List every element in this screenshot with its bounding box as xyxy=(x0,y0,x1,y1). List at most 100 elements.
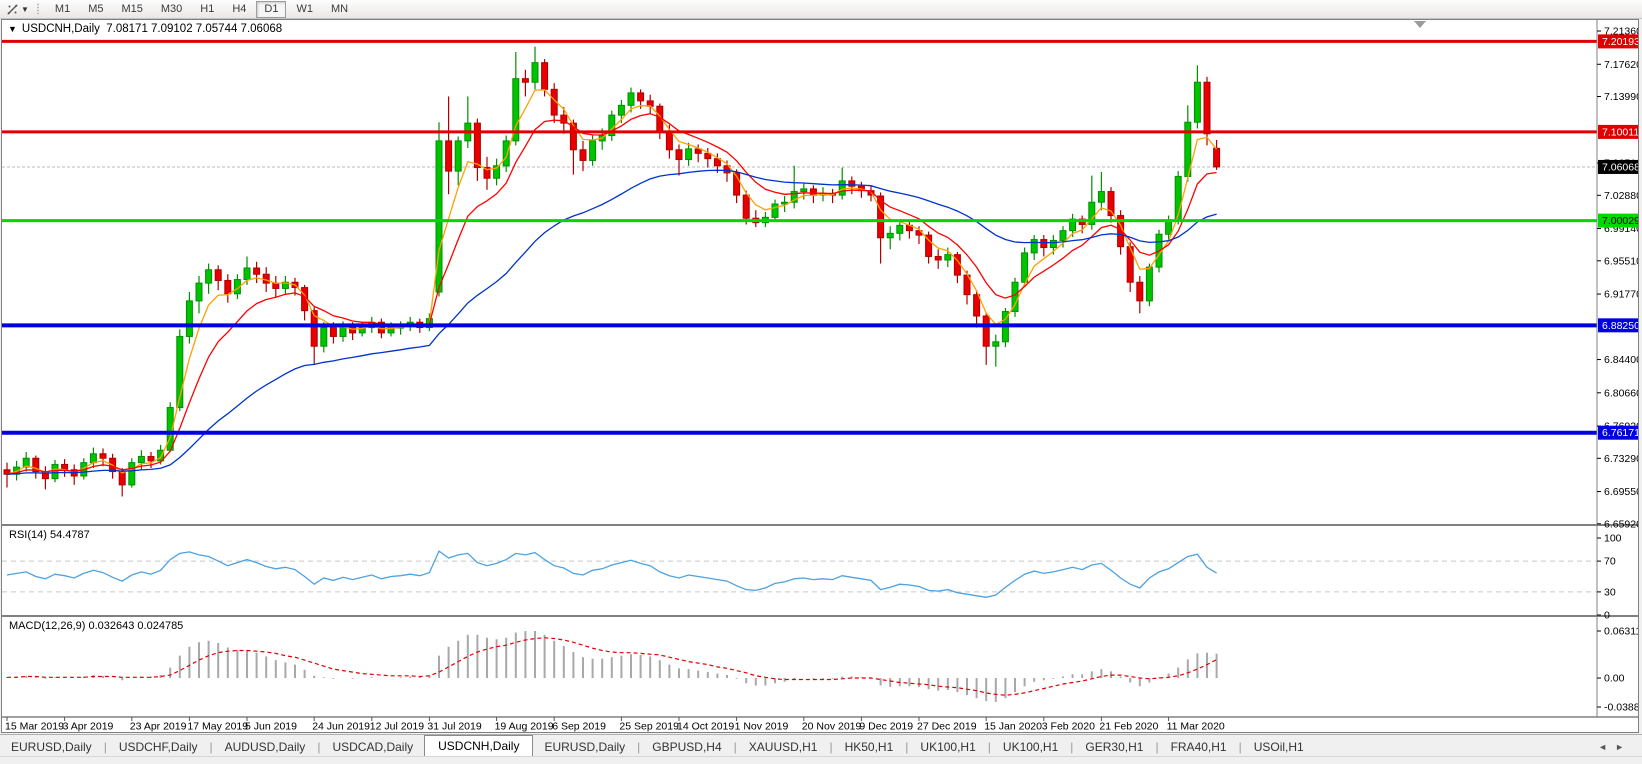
svg-text:6.91770: 6.91770 xyxy=(1604,289,1638,301)
svg-text:0: 0 xyxy=(1604,610,1610,622)
chart-tab-fra40-h1[interactable]: FRA40,H1 xyxy=(1170,739,1227,754)
chart-tab-ger30-h1[interactable]: GER30,H1 xyxy=(1085,739,1144,754)
tab-scroll-right-icon[interactable]: ► xyxy=(1615,741,1632,752)
svg-text:11 Mar 2020: 11 Mar 2020 xyxy=(1167,721,1225,733)
timeframe-button-h1[interactable]: H1 xyxy=(200,2,215,15)
timeframe-toolbar: ▼ M1 M5 M15 M30 H1 H4 D1 W1 MN xyxy=(0,0,1642,19)
chart-tab-usoil-h1[interactable]: USOil,H1 xyxy=(1253,739,1304,754)
tab-separator: | xyxy=(1070,739,1074,754)
svg-text:31 Jul 2019: 31 Jul 2019 xyxy=(427,721,481,733)
svg-text:21 Feb 2020: 21 Feb 2020 xyxy=(1099,721,1158,733)
chart-svg: 7.213607.176207.139907.065107.028806.991… xyxy=(2,20,1638,732)
svg-text:7.10011: 7.10011 xyxy=(1602,126,1638,138)
svg-text:5 Jun 2019: 5 Jun 2019 xyxy=(245,721,297,733)
chart-tabbar: EURUSD,Daily | USDCHF,Daily | AUDUSD,Daily | U… xyxy=(0,734,1642,758)
macd-indicator-label: MACD(12,26,9) 0.032643 0.024785 xyxy=(9,620,183,632)
svg-text:-0.038872: -0.038872 xyxy=(1604,702,1638,714)
price-axis-ticks: 7.213607.176207.139907.065107.028806.991… xyxy=(1597,26,1638,530)
price-tag-6.88250: 6.88250 xyxy=(1598,318,1638,333)
tab-separator: | xyxy=(317,739,321,754)
tab-separator: | xyxy=(209,739,213,754)
current-price-tag: 7.06068 xyxy=(1598,159,1638,174)
crosshair-tool-icon xyxy=(7,4,18,14)
crosshair-tool-button[interactable]: ▼ xyxy=(3,1,32,17)
chart-title: ▼ USDCNH,Daily 7.08171 7.09102 7.05744 7.… xyxy=(8,23,282,35)
macd-panel: 0.063113 0.00 -0.038872 xyxy=(6,626,1638,714)
svg-text:6.88250: 6.88250 xyxy=(1602,320,1638,332)
svg-text:25 Sep 2019: 25 Sep 2019 xyxy=(619,721,679,733)
price-tag-7.10011: 7.10011 xyxy=(1598,124,1638,139)
svg-text:15 Jan 2020: 15 Jan 2020 xyxy=(984,721,1042,733)
chart-tab-uk100-h1[interactable]: UK100,H1 xyxy=(1002,739,1059,754)
svg-text:15 Mar 2019: 15 Mar 2019 xyxy=(5,721,64,733)
svg-text:27 Dec 2019: 27 Dec 2019 xyxy=(917,721,977,733)
date-axis[interactable]: 15 Mar 20193 Apr 2019 23 Apr 2019 17 May 2… xyxy=(5,717,1225,732)
rsi-line xyxy=(6,550,1217,598)
chart-tab-eurusd-daily[interactable]: EURUSD,Daily xyxy=(11,739,92,754)
chart-tab-hk50-h1[interactable]: HK50,H1 xyxy=(844,739,894,754)
svg-text:6.80660: 6.80660 xyxy=(1604,387,1638,399)
symbol-dropdown-icon[interactable]: ▼ xyxy=(8,24,17,34)
candlesticks xyxy=(3,46,1221,497)
timeframe-button-mn[interactable]: MN xyxy=(330,2,349,15)
chart-tab-usdchf-daily[interactable]: USDCHF,Daily xyxy=(118,739,198,754)
svg-text:6 Sep 2019: 6 Sep 2019 xyxy=(552,721,606,733)
chart-tab-usdcad-daily[interactable]: USDCAD,Daily xyxy=(332,739,414,754)
rsi-indicator-label: RSI(14) 54.4787 xyxy=(9,529,90,541)
tab-scroll-arrows: ◄► xyxy=(1598,742,1632,752)
tab-separator: | xyxy=(103,739,107,754)
chart-window: ▼ USDCNH,Daily 7.08171 7.09102 7.05744 7.… xyxy=(1,19,1639,733)
rsi-value: 54.4787 xyxy=(49,529,90,541)
svg-text:0.00: 0.00 xyxy=(1604,673,1625,685)
chart-tab-gbpusd-h4[interactable]: GBPUSD,H4 xyxy=(652,739,722,754)
svg-text:30: 30 xyxy=(1604,586,1616,598)
svg-text:24 Jun 2019: 24 Jun 2019 xyxy=(312,721,370,733)
chart-tab-uk100-h1[interactable]: UK100,H1 xyxy=(920,739,976,754)
svg-text:7.17620: 7.17620 xyxy=(1604,59,1638,71)
tab-separator: | xyxy=(987,739,991,754)
tab-scroll-left-icon[interactable]: ◄ xyxy=(1598,741,1616,752)
chart-tab-audusd-daily[interactable]: AUDUSD,Daily xyxy=(224,739,306,754)
svg-text:14 Oct 2019: 14 Oct 2019 xyxy=(677,721,734,733)
chart-shift-marker-icon[interactable] xyxy=(1414,21,1426,28)
tab-separator: | xyxy=(905,739,909,754)
timeframe-button-w1[interactable]: W1 xyxy=(296,2,313,15)
ma-slow-line xyxy=(6,169,1217,475)
macd-signal-line xyxy=(7,637,1217,696)
timeframe-button-m15[interactable]: M15 xyxy=(121,2,143,15)
rsi-panel: 100 70 30 0 xyxy=(2,533,1622,622)
toolbar-grip[interactable] xyxy=(35,3,40,15)
svg-text:0.063113: 0.063113 xyxy=(1604,626,1638,638)
svg-text:6.65920: 6.65920 xyxy=(1604,518,1638,530)
chart-tab-usdcnh-daily[interactable]: USDCNH,Daily xyxy=(424,735,534,757)
price-tag-7.00029: 7.00029 xyxy=(1598,213,1638,228)
tab-separator: | xyxy=(733,739,737,754)
macd-label-text: MACD(12,26,9) xyxy=(9,620,86,632)
svg-text:23 Apr 2019: 23 Apr 2019 xyxy=(130,721,187,733)
timeframe-button-h4[interactable]: H4 xyxy=(232,2,247,15)
dropdown-caret-icon: ▼ xyxy=(21,4,29,14)
timeframe-button-m30[interactable]: M30 xyxy=(160,2,183,15)
tab-separator: | xyxy=(1155,739,1159,754)
chart-tab-xauusd-h1[interactable]: XAUUSD,H1 xyxy=(748,739,818,754)
timeframe-button-m5[interactable]: M5 xyxy=(88,2,104,15)
timeframe-button-m1[interactable]: M1 xyxy=(54,2,71,15)
svg-text:17 May 2019: 17 May 2019 xyxy=(187,721,248,733)
svg-text:6.76171: 6.76171 xyxy=(1602,427,1638,439)
svg-text:6.84400: 6.84400 xyxy=(1604,354,1638,366)
svg-text:12 Jul 2019: 12 Jul 2019 xyxy=(370,721,424,733)
svg-text:70: 70 xyxy=(1604,556,1616,568)
chart-tab-eurusd-daily[interactable]: EURUSD,Daily xyxy=(544,739,626,754)
svg-text:9 Dec 2019: 9 Dec 2019 xyxy=(859,721,913,733)
svg-text:19 Aug 2019: 19 Aug 2019 xyxy=(495,721,554,733)
tab-separator: | xyxy=(1238,739,1242,754)
ma-medium-line xyxy=(6,113,1217,475)
svg-text:1 Nov 2019: 1 Nov 2019 xyxy=(735,721,789,733)
price-chart-canvas[interactable]: 7.213607.176207.139907.065107.028806.991… xyxy=(2,20,1638,732)
tab-separator: | xyxy=(829,739,833,754)
svg-text:7.02880: 7.02880 xyxy=(1604,190,1638,202)
rsi-label-text: RSI(14) xyxy=(9,529,47,541)
chart-tabs: EURUSD,Daily | USDCHF,Daily | AUDUSD,Daily | U… xyxy=(0,735,1315,757)
timeframe-button-d1[interactable]: D1 xyxy=(256,0,287,18)
